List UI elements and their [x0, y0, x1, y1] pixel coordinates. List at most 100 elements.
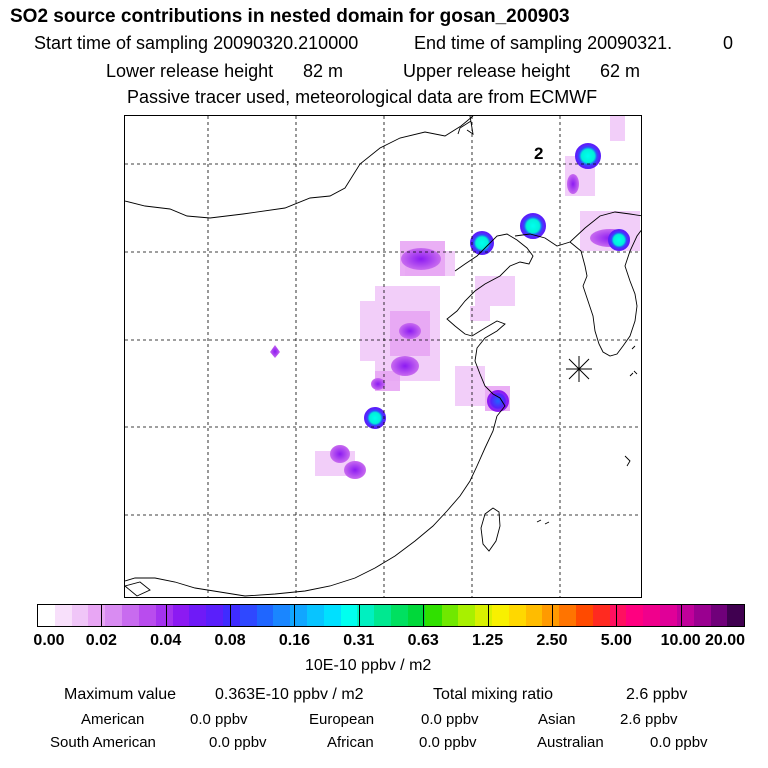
tracer-note: Passive tracer used, meteorological data…	[127, 87, 598, 107]
region-value: 0.0 ppbv	[190, 711, 248, 728]
color-legend-tick-label: 20.00	[704, 632, 746, 649]
color-legend-cell	[576, 605, 593, 626]
color-legend-cell	[222, 605, 240, 626]
color-legend-cell	[508, 605, 526, 626]
color-legend-unit: 10E-10 ppbv / m2	[305, 657, 432, 674]
region-name: American	[81, 711, 145, 728]
color-legend-cell	[172, 605, 190, 626]
region-name: Australian	[537, 734, 604, 751]
color-legend-cell	[609, 605, 627, 626]
start-time-label: Start time of sampling 20090320.210000	[34, 33, 359, 53]
violet-spots	[270, 174, 630, 479]
color-legend-cell	[340, 605, 358, 626]
color-legend-cell	[105, 605, 123, 626]
color-legend-cell	[441, 605, 459, 626]
color-legend-cell	[323, 605, 341, 626]
color-legend-cell	[357, 605, 375, 626]
color-legend-bar	[37, 604, 745, 627]
color-legend-tick-label: 0.02	[85, 632, 117, 649]
color-legend-cell	[693, 605, 711, 626]
color-legend-cell	[54, 605, 72, 626]
color-legend-separator	[551, 604, 553, 627]
color-legend-cell	[643, 605, 661, 626]
color-legend-cell	[155, 605, 173, 626]
color-legend-cell	[71, 605, 89, 626]
color-legend-cell	[273, 605, 291, 626]
color-legend-cell	[206, 605, 223, 626]
region-name: European	[309, 711, 375, 728]
color-legend-cell	[88, 605, 106, 626]
region-value: 0.0 ppbv	[421, 711, 479, 728]
region-value: 0.0 ppbv	[209, 734, 267, 751]
color-legend-cell	[660, 605, 677, 626]
color-legend-tick-label: 2.50	[536, 632, 568, 649]
color-legend-tick-label: 0.63	[407, 632, 439, 649]
end-time-suffix: 0	[723, 33, 734, 53]
color-legend-cell	[189, 605, 207, 626]
color-legend-tick-label: 0.00	[33, 632, 65, 649]
color-legend-separator	[230, 604, 232, 627]
color-legend-cell	[676, 605, 694, 626]
color-legend-separator	[616, 604, 618, 627]
light-plume	[315, 116, 640, 476]
color-legend-cell	[256, 605, 274, 626]
map-canvas	[125, 116, 641, 597]
color-legend-cell	[290, 605, 307, 626]
color-legend-cell	[407, 605, 425, 626]
color-legend-cell	[491, 605, 509, 626]
max-marker-label: 2	[534, 144, 544, 163]
chart-title: SO2 source contributions in nested domai…	[10, 6, 570, 27]
color-legend-cell	[239, 605, 257, 626]
color-legend-separator	[101, 604, 103, 627]
coastlines	[125, 116, 641, 597]
total-mixing-label: Total mixing ratio	[433, 686, 554, 703]
color-legend-cell	[710, 605, 728, 626]
color-legend-separator	[487, 604, 489, 627]
color-legend-cell	[391, 605, 408, 626]
upper-height-label: Upper release height	[403, 61, 571, 81]
upper-height-value: 62 m	[600, 61, 641, 81]
region-name: African	[327, 734, 374, 751]
lat-lon-grid	[125, 116, 641, 597]
end-time-label: End time of sampling 20090321.	[414, 33, 673, 53]
color-legend-separator	[165, 604, 167, 627]
region-value: 2.6 ppbv	[620, 711, 678, 728]
color-legend-separator	[423, 604, 425, 627]
color-legend-tick-label: 0.16	[278, 632, 311, 649]
color-legend-cell	[138, 605, 156, 626]
color-legend-cell	[542, 605, 560, 626]
max-value: 0.363E-10 ppbv / m2	[215, 686, 364, 703]
region-name: South American	[50, 734, 156, 751]
color-legend-cell	[307, 605, 324, 626]
medium-plume	[375, 241, 510, 411]
lower-height-label: Lower release height	[106, 61, 274, 81]
color-legend-cell	[525, 605, 543, 626]
color-legend-tick-label: 0.31	[343, 632, 375, 649]
concentration-map: 2	[124, 115, 642, 598]
max-value-label: Maximum value	[64, 686, 177, 703]
color-legend-cell	[458, 605, 476, 626]
color-legend-cell	[475, 605, 492, 626]
color-legend-cell	[38, 605, 55, 626]
color-legend-cell	[626, 605, 644, 626]
color-legend-cell	[424, 605, 442, 626]
lower-height-value: 82 m	[303, 61, 344, 81]
region-value: 0.0 ppbv	[419, 734, 477, 751]
color-legend-separator	[294, 604, 296, 627]
color-legend-separator	[358, 604, 360, 627]
color-legend-tick-label: 5.00	[600, 632, 632, 649]
color-legend-tick-label: 0.04	[150, 632, 182, 649]
color-legend-tick-label: 10.00	[660, 632, 701, 649]
region-name: Asian	[538, 711, 576, 728]
hot-spots	[364, 143, 630, 429]
color-legend-cell	[559, 605, 576, 626]
receptor-marker-icon	[566, 356, 592, 382]
color-legend-cell	[592, 605, 610, 626]
color-legend-cell	[122, 605, 139, 626]
total-mixing-value: 2.6 ppbv	[626, 686, 688, 703]
color-legend-tick-label: 1.25	[471, 632, 504, 649]
color-legend-cell	[727, 605, 745, 626]
color-legend-separator	[680, 604, 682, 627]
region-value: 0.0 ppbv	[650, 734, 708, 751]
color-legend-tick-label: 0.08	[214, 632, 246, 649]
